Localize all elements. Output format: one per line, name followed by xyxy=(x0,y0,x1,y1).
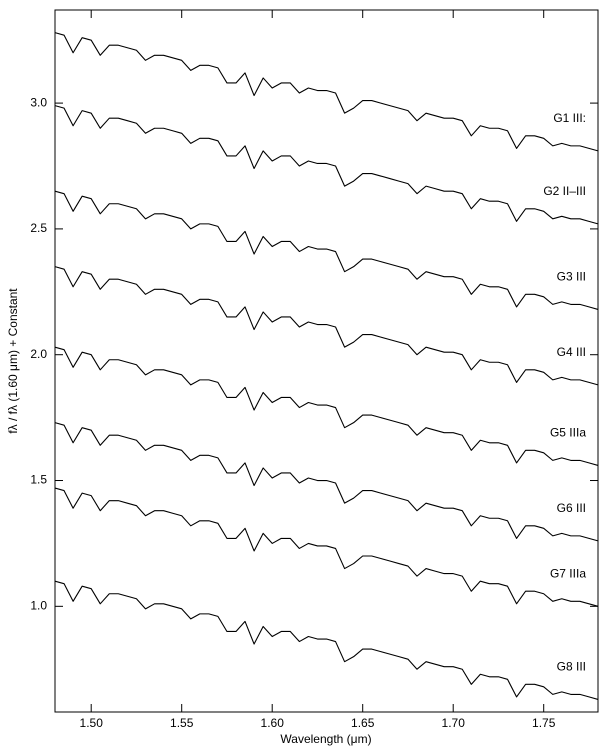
y-tick-label: 3.0 xyxy=(30,95,47,109)
x-tick-label: 1.75 xyxy=(532,716,556,730)
legend-label: G6 III xyxy=(557,501,586,515)
spectrum-line xyxy=(54,346,599,466)
spectrum-line xyxy=(54,487,599,607)
x-tick-label: 1.70 xyxy=(442,716,466,730)
spectrum-line xyxy=(54,32,599,152)
plot-frame xyxy=(54,9,599,713)
x-tick-label: 1.65 xyxy=(351,716,375,730)
legend-label: G2 II–III xyxy=(543,184,586,198)
legend-label: G8 III xyxy=(557,660,586,674)
legend-label: G1 III: xyxy=(553,111,586,125)
y-tick-label: 1.5 xyxy=(30,473,47,487)
spectrum-line xyxy=(54,422,599,542)
legend-label: G3 III xyxy=(557,270,586,284)
legend-label: G4 III xyxy=(557,345,586,359)
legend-label: G5 IIIa xyxy=(550,426,586,440)
x-tick-label: 1.60 xyxy=(261,716,285,730)
spectrum-line xyxy=(54,190,599,310)
legend-label: G7 IIIa xyxy=(550,566,586,580)
x-tick-label: 1.55 xyxy=(170,716,194,730)
spectrum-line xyxy=(54,105,599,225)
spectrum-line xyxy=(54,266,599,386)
y-axis-label: fλ / fλ (1.60 μm) + Constant xyxy=(6,288,20,434)
y-tick-label: 1.0 xyxy=(30,598,47,612)
y-tick-label: 2.5 xyxy=(30,221,47,235)
spectrum-line xyxy=(54,580,599,700)
x-axis-label: Wavelength (μm) xyxy=(280,732,371,746)
y-tick-label: 2.0 xyxy=(30,347,47,361)
x-tick-label: 1.50 xyxy=(80,716,104,730)
